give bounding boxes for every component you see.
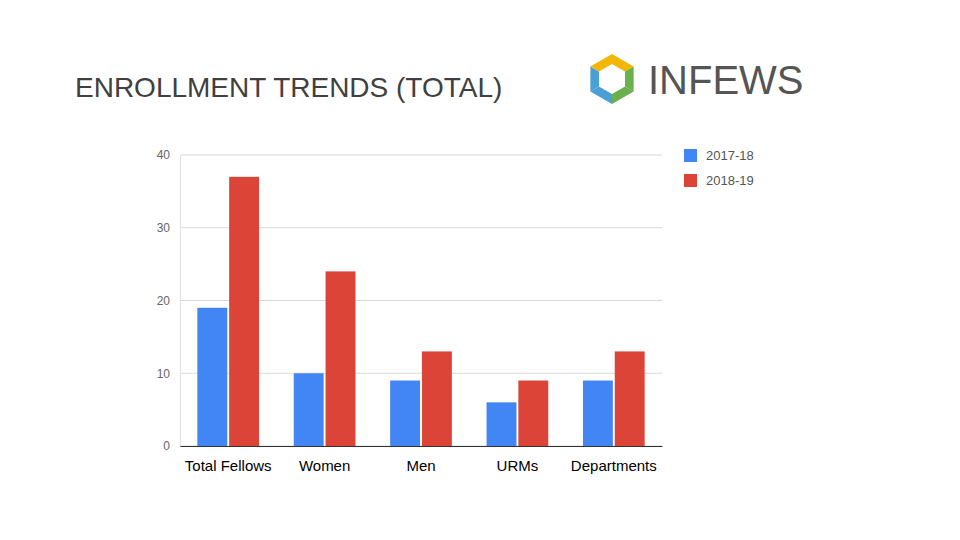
x-axis: Total Fellows Women Men URMs Departments <box>181 446 663 474</box>
x-axis-line <box>181 446 663 447</box>
y-tick: 30 <box>157 221 180 235</box>
y-axis-line <box>180 156 181 447</box>
legend-label: 2017-18 <box>706 148 754 163</box>
y-tick: 0 <box>163 439 180 453</box>
x-tick: Total Fellows <box>185 446 272 474</box>
bar <box>487 402 517 446</box>
y-axis: 0 10 20 30 40 <box>157 148 181 453</box>
bar <box>422 351 452 446</box>
y-tick-label: 30 <box>157 221 171 235</box>
x-tick: Departments <box>571 446 657 474</box>
bar <box>197 308 227 446</box>
legend-item: 2017-18 <box>684 148 754 163</box>
bar <box>518 381 548 446</box>
x-tick-label: URMs <box>497 457 539 474</box>
logo: INFEWS <box>590 54 803 104</box>
x-tick-label: Total Fellows <box>185 457 272 474</box>
chart-title: ENROLLMENT TRENDS (TOTAL) <box>75 72 502 103</box>
y-tick-label: 10 <box>157 367 171 381</box>
bar <box>615 351 645 446</box>
y-tick: 40 <box>157 148 180 162</box>
x-tick-label: Men <box>406 457 435 474</box>
legend-label: 2018-19 <box>706 173 754 188</box>
y-tick-label: 40 <box>157 148 171 162</box>
grid-line <box>180 155 662 156</box>
bar <box>294 373 324 446</box>
logo-text: INFEWS <box>648 58 804 102</box>
bar <box>229 177 259 446</box>
x-tick: Men <box>406 446 435 474</box>
y-tick: 20 <box>157 294 180 308</box>
bar <box>326 271 356 446</box>
legend-swatch <box>684 149 697 162</box>
x-tick-label: Women <box>299 457 350 474</box>
bar <box>583 381 613 446</box>
y-tick-label: 0 <box>163 439 170 453</box>
logo-segment <box>590 54 612 72</box>
logo-segment <box>612 87 634 105</box>
legend-swatch <box>684 174 697 187</box>
x-tick: URMs <box>497 446 539 474</box>
legend: 2017-18 2018-19 <box>684 148 754 188</box>
y-tick-label: 20 <box>157 294 171 308</box>
y-tick: 10 <box>157 367 180 381</box>
x-tick-label: Departments <box>571 457 657 474</box>
legend-item: 2018-19 <box>684 173 754 188</box>
chart-svg: ENROLLMENT TRENDS (TOTAL) INFEWS 0 10 20 30 40… <box>0 0 960 540</box>
x-tick: Women <box>299 446 350 474</box>
bar <box>390 381 420 446</box>
bars <box>197 177 644 446</box>
grid <box>180 155 662 446</box>
